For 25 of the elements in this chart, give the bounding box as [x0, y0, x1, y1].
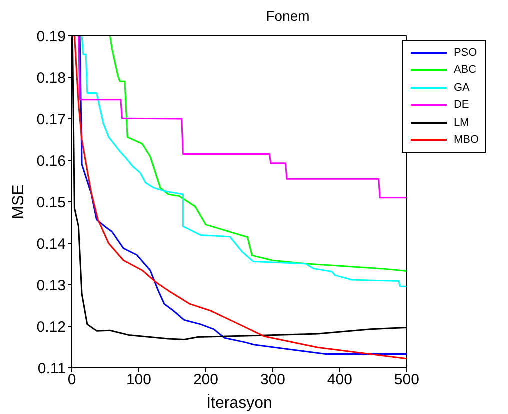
x-tick-label: 200	[193, 372, 218, 389]
line-series	[78, 36, 407, 199]
legend-label: LM	[454, 116, 470, 129]
x-tick-label: 300	[260, 372, 286, 389]
y-tick-label: 0.15	[36, 194, 66, 212]
y-axis-title: MSE	[10, 184, 28, 220]
y-tick-label: 0.18	[36, 70, 66, 87]
legend-label: ABC	[454, 64, 477, 76]
y-tick-label: 0.16	[36, 152, 66, 170]
y-tick-label: 0.11	[38, 360, 66, 378]
y-tick-label: 0.13	[36, 277, 66, 294]
x-tick-label: 500	[394, 372, 420, 389]
legend-label: MBO	[454, 134, 479, 146]
y-tick-label: 0.12	[36, 318, 66, 336]
x-axis-title: İterasyon	[206, 394, 272, 412]
x-tick-label: 100	[126, 372, 152, 389]
x-tick-label: 400	[327, 372, 352, 389]
y-tick-label: 0.14	[36, 236, 66, 253]
y-tick-label: 0.19	[36, 28, 66, 46]
legend-label: PSO	[454, 46, 478, 59]
legend-label: GA	[454, 82, 470, 94]
legend-label: DE	[454, 99, 470, 112]
chart-title: Fonem	[265, 8, 311, 26]
y-tick-label: 0.17	[36, 111, 66, 128]
x-tick-label: 0	[68, 372, 76, 389]
